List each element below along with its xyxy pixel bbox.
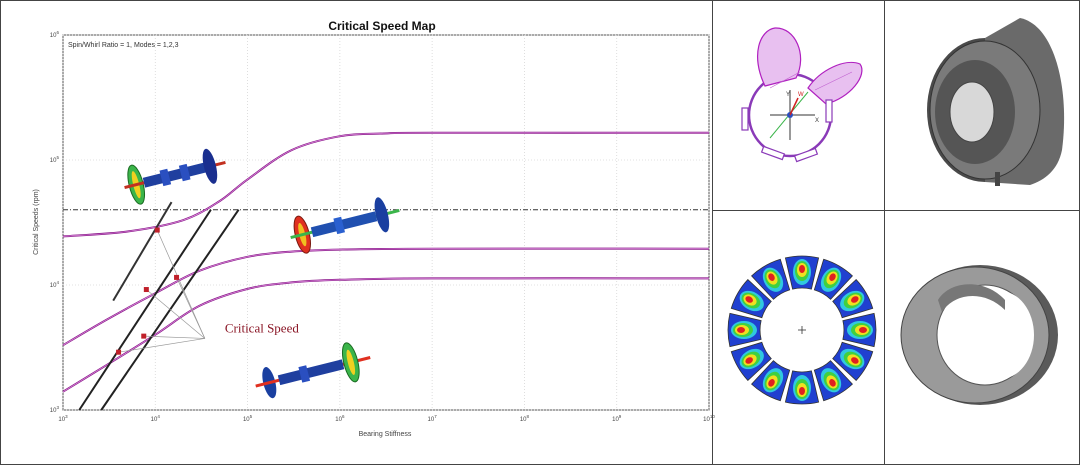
- bearing-pad-contour: [784, 370, 820, 405]
- y-tick-label: 103: [50, 405, 60, 414]
- bearing-pad-contour: [813, 360, 853, 402]
- bearing-pad-contour: [784, 255, 820, 290]
- x-tick-label: 108: [520, 414, 530, 423]
- bearing-stiffness-line-2: [78, 209, 212, 411]
- critical-speed-point: [154, 227, 160, 233]
- rotor-model-image-mode-1: [255, 342, 371, 399]
- svg-text:Y: Y: [786, 92, 790, 98]
- bearing-stiffness-line-3: [100, 209, 240, 411]
- critical-speed-point: [116, 349, 122, 355]
- x-tick-label: 104: [151, 414, 161, 423]
- chart-title: Critical Speed Map: [328, 19, 435, 33]
- rotor-model-image-mode-3: [124, 148, 226, 205]
- y-axis-label: Critical Speeds (rpm): [33, 189, 40, 255]
- bearing-pad-contour: [813, 258, 853, 300]
- bearing-pad-contour: [842, 312, 877, 348]
- grid-lines: [62, 34, 710, 411]
- bearing-pad-contour: [727, 312, 762, 348]
- chart-annotation: Spin/Whirl Ratio = 1, Modes = 1,2,3: [68, 42, 179, 49]
- tilting-pad-bearing-3d-image: [900, 265, 1058, 405]
- bearing-pad-contour: [730, 279, 772, 319]
- bearing-housing-3d-image: [927, 18, 1065, 186]
- rotor-model-image-mode-2: [290, 197, 400, 254]
- x-axis-label: Bearing Stiffness: [359, 431, 412, 438]
- critical-speed-curve-highlight: [62, 132, 710, 237]
- y-tick-label: 105: [50, 155, 60, 164]
- callout-leader-line: [143, 335, 205, 339]
- x-tick-label: 106: [335, 414, 345, 423]
- critical-speed-curve-highlight: [62, 248, 710, 346]
- bearing-pad-contour: [751, 258, 791, 300]
- pad-pressure-contour-ring: [727, 255, 877, 405]
- bearing-pad-contour: [832, 279, 874, 319]
- y-tick-label: 104: [50, 280, 60, 289]
- callout-leader-line: [118, 338, 205, 353]
- critical-speed-chart: Critical Speed Map Spin/Whirl Ratio = 1,…: [33, 19, 715, 438]
- callout-leader-line: [146, 289, 206, 339]
- bearing-stiffness-line-1: [112, 201, 173, 302]
- bearing-pad-contour: [730, 341, 772, 381]
- x-tick-label: 105: [243, 414, 253, 423]
- x-tick-label: 107: [428, 414, 438, 423]
- x-tick-label: 1010: [703, 414, 715, 423]
- x-tick-label: 109: [612, 414, 622, 423]
- svg-text:X: X: [815, 118, 819, 124]
- bearing-pad-contour: [832, 341, 874, 381]
- critical-speed-callout: Critical Speed: [225, 320, 300, 335]
- bearing-pressure-diagram: W X Y: [741, 27, 863, 163]
- svg-text:W: W: [798, 92, 804, 98]
- critical-speed-point: [143, 287, 149, 293]
- bearing-pad-contour: [751, 360, 791, 402]
- axis-ticks: 103 104 105 106 107 108 109 1010 103 104 105 106: [50, 30, 716, 423]
- critical-speed-point: [174, 274, 180, 280]
- callout-leader-line: [156, 229, 206, 339]
- y-tick-label: 106: [50, 30, 60, 39]
- critical-speed-curve-highlight: [62, 277, 710, 392]
- critical-speed-point: [141, 333, 147, 339]
- x-tick-label: 103: [58, 414, 68, 423]
